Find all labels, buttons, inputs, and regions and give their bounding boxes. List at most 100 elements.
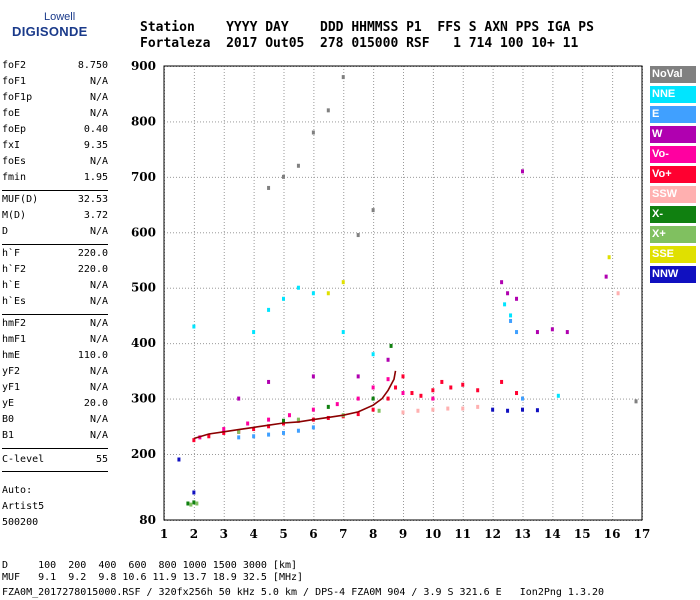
grid-dot-horizontal: [497, 287, 498, 289]
grid-dot-vertical: [462, 513, 464, 514]
grid-dot-vertical: [522, 255, 524, 256]
grid-dot-vertical: [373, 360, 375, 361]
grid-dot-vertical: [193, 207, 195, 208]
grid-dot-horizontal: [434, 121, 435, 123]
grid-dot-horizontal: [395, 454, 396, 455]
grid-dot-vertical: [193, 435, 195, 436]
grid-dot-vertical: [522, 270, 524, 271]
grid-dot-horizontal: [440, 398, 441, 400]
grid-dot-horizontal: [587, 287, 588, 289]
grid-dot-vertical: [343, 423, 345, 424]
grid-dot-horizontal: [638, 398, 639, 400]
grid-dot-vertical: [492, 81, 494, 82]
grid-dot-vertical: [462, 267, 464, 268]
grid-dot-vertical: [313, 504, 315, 505]
grid-dot-vertical: [283, 210, 285, 211]
grid-dot-horizontal: [470, 454, 471, 455]
grid-dot-horizontal: [305, 232, 306, 234]
data-point: [521, 169, 524, 174]
grid-dot-horizontal: [524, 454, 525, 455]
grid-dot-horizontal: [425, 343, 426, 345]
grid-dot-vertical: [343, 501, 345, 502]
grid-dot-horizontal: [371, 121, 372, 123]
grid-dot-horizontal: [329, 232, 330, 234]
grid-dot-vertical: [253, 126, 255, 127]
grid-dot-vertical: [462, 501, 464, 502]
grid-dot-vertical: [552, 267, 554, 268]
grid-dot-horizontal: [206, 176, 207, 178]
grid-dot-horizontal: [200, 287, 201, 289]
grid-dot-vertical: [403, 402, 404, 403]
grid-dot-vertical: [582, 213, 584, 214]
grid-dot-vertical: [522, 72, 524, 73]
grid-dot-horizontal: [434, 176, 435, 178]
grid-dot-horizontal: [287, 176, 288, 178]
grid-dot-horizontal: [560, 176, 561, 178]
grid-dot-vertical: [223, 468, 225, 469]
grid-dot-vertical: [193, 258, 195, 259]
grid-dot-vertical: [462, 372, 464, 373]
grid-dot-vertical: [492, 507, 494, 508]
grid-dot-horizontal: [320, 454, 321, 455]
grid-dot-vertical: [403, 252, 404, 253]
grid-dot-vertical: [193, 321, 195, 322]
grid-dot-vertical: [343, 132, 345, 133]
grid-dot-horizontal: [353, 343, 354, 345]
grid-dot-vertical: [223, 426, 225, 427]
grid-dot-horizontal: [392, 343, 393, 345]
grid-dot-vertical: [403, 162, 404, 163]
grid-dot-horizontal: [290, 287, 291, 289]
grid-dot-horizontal: [599, 454, 600, 455]
grid-dot-horizontal: [506, 121, 507, 123]
grid-dot-horizontal: [335, 287, 336, 289]
grid-dot-vertical: [582, 348, 584, 349]
grid-dot-horizontal: [266, 232, 267, 234]
grid-dot-vertical: [462, 174, 464, 175]
grid-dot-vertical: [612, 342, 614, 343]
grid-dot-horizontal: [599, 176, 600, 178]
grid-dot-vertical: [403, 297, 404, 298]
grid-dot-vertical: [283, 429, 285, 430]
grid-dot-vertical: [522, 423, 524, 424]
grid-dot-vertical: [582, 420, 584, 421]
grid-dot-horizontal: [173, 287, 174, 289]
grid-dot-vertical: [552, 99, 554, 100]
grid-dot-vertical: [582, 510, 584, 511]
grid-dot-horizontal: [329, 121, 330, 123]
grid-dot-vertical: [223, 150, 225, 151]
grid-dot-vertical: [313, 156, 315, 157]
grid-dot-horizontal: [512, 121, 513, 123]
grid-dot-horizontal: [296, 232, 297, 234]
grid-dot-vertical: [492, 462, 494, 463]
grid-dot-vertical: [343, 405, 345, 406]
grid-dot-horizontal: [221, 454, 222, 455]
grid-dot-vertical: [432, 156, 434, 157]
grid-dot-horizontal: [203, 121, 204, 123]
grid-dot-vertical: [612, 222, 614, 223]
grid-dot-vertical: [253, 339, 255, 340]
grid-dot-vertical: [403, 267, 404, 268]
grid-dot-vertical: [193, 189, 195, 190]
grid-dot-vertical: [403, 414, 404, 415]
grid-dot-horizontal: [590, 343, 591, 345]
grid-dot-vertical: [403, 225, 404, 226]
grid-dot-vertical: [582, 204, 584, 205]
grid-dot-vertical: [253, 225, 255, 226]
grid-dot-horizontal: [284, 232, 285, 234]
grid-dot-vertical: [462, 387, 464, 388]
param-row: hmF2 N/A: [2, 318, 108, 334]
grid-dot-horizontal: [626, 176, 627, 178]
grid-dot-vertical: [253, 495, 255, 496]
grid-dot-vertical: [462, 183, 464, 184]
grid-dot-vertical: [403, 291, 404, 292]
grid-dot-horizontal: [365, 232, 366, 234]
data-point: [565, 330, 569, 335]
grid-dot-horizontal: [467, 176, 468, 178]
grid-dot-horizontal: [194, 287, 195, 289]
grid-dot-horizontal: [581, 343, 582, 345]
grid-dot-horizontal: [437, 454, 438, 455]
grid-dot-vertical: [283, 162, 285, 163]
grid-dot-vertical: [522, 396, 524, 397]
grid-dot-horizontal: [602, 454, 603, 455]
grid-dot-vertical: [582, 228, 584, 229]
